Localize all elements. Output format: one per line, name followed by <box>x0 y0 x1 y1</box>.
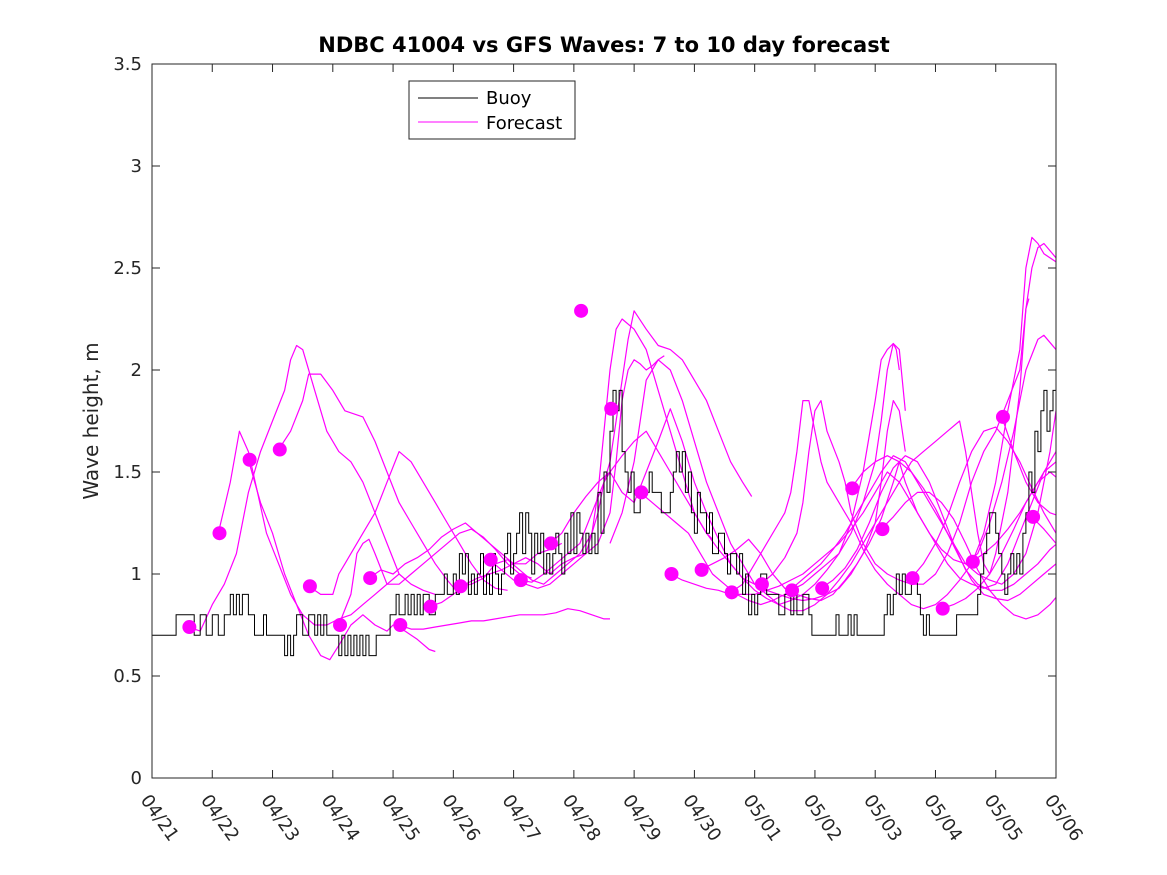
forecast-line <box>790 342 900 591</box>
forecast-line <box>820 455 1056 591</box>
legend-box <box>408 80 576 140</box>
forecast-marker <box>483 552 498 567</box>
legend-forecast-label: Forecast <box>486 113 562 134</box>
forecast-line <box>971 461 1056 563</box>
y-axis-label: Wave height, m <box>79 342 103 499</box>
forecast-line <box>639 410 1056 606</box>
forecast-marker <box>664 567 679 581</box>
forecast-line <box>338 528 532 626</box>
forecast-line <box>1001 416 1056 516</box>
forecast-line <box>850 455 1056 602</box>
forecast-marker <box>845 481 860 496</box>
forecast-marker <box>393 618 408 632</box>
forecast-marker <box>513 573 528 588</box>
y-tick-label: 1.5 <box>113 462 142 483</box>
forecast-marker <box>272 442 287 457</box>
forecast-line <box>760 242 1056 585</box>
forecast-line <box>308 451 508 595</box>
forecast-marker <box>604 401 619 416</box>
chart-title: NDBC 41004 vs GFS Waves: 7 to 10 day for… <box>318 33 889 57</box>
y-tick-label: 0 <box>131 768 142 789</box>
y-tick-label: 2.5 <box>113 258 142 279</box>
forecast-marker <box>182 620 197 635</box>
forecast-marker <box>634 485 649 500</box>
forecast-marker <box>965 554 980 569</box>
forecast-marker <box>242 452 257 467</box>
forecast-marker <box>453 579 468 594</box>
forecast-marker <box>333 618 348 632</box>
forecast-marker <box>785 583 800 598</box>
buoy-line <box>152 389 1056 657</box>
forecast-line <box>730 236 1056 610</box>
forecast-line <box>278 373 460 595</box>
forecast-marker <box>543 536 558 551</box>
forecast-marker <box>935 601 950 616</box>
axes-background <box>152 64 1056 778</box>
forecast-marker <box>363 571 378 586</box>
forecast-marker <box>302 579 317 594</box>
forecast-marker <box>1026 509 1041 524</box>
legend-buoy-label: Buoy <box>486 88 532 109</box>
forecast-marker <box>995 409 1010 424</box>
y-tick-label: 3.5 <box>113 54 142 75</box>
forecast-line <box>1031 516 1056 545</box>
y-tick-label: 0.5 <box>113 666 142 687</box>
y-tick-label: 1 <box>131 564 142 585</box>
y-tick-label: 3 <box>131 156 142 177</box>
forecast-marker <box>212 526 227 541</box>
legend: Buoy Forecast <box>408 80 576 140</box>
axes-frame <box>151 63 1057 779</box>
forecast-marker <box>905 571 920 586</box>
y-tick-label: 2 <box>131 360 142 381</box>
forecast-marker <box>754 577 769 592</box>
forecast-marker <box>423 599 438 614</box>
forecast-line <box>188 344 436 632</box>
forecast-marker <box>724 585 739 600</box>
data-layer <box>152 236 1056 661</box>
forecast-marker <box>815 581 830 596</box>
forecast-marker <box>694 562 709 577</box>
forecast-marker <box>875 522 890 537</box>
forecast-line <box>880 491 1056 620</box>
plot-area: 00.511.522.533.504/21 04/22 04/23 04/24 04/2… <box>113 54 1087 845</box>
forecast-marker <box>574 303 589 318</box>
forecast-line <box>398 608 610 630</box>
